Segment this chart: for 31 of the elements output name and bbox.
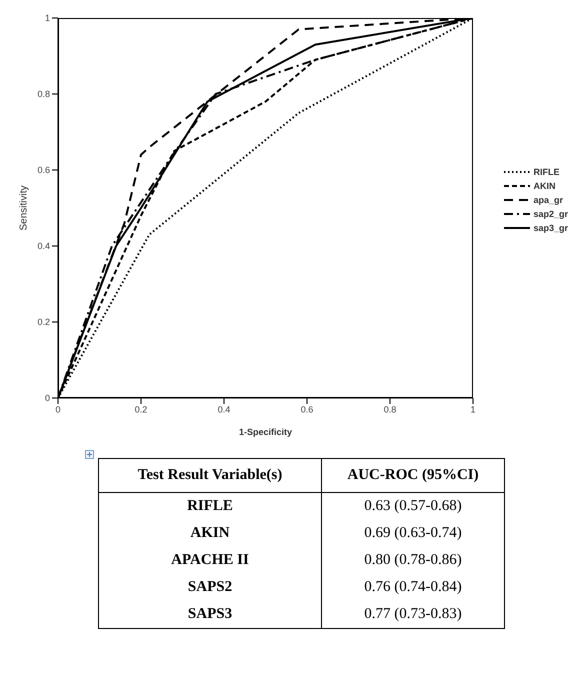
- text: 0.76 (0.74-0.84): [322, 574, 504, 601]
- y-tick-label: 0.4: [37, 241, 50, 252]
- x-tick-label: 0.8: [384, 404, 396, 414]
- text: APACHE II: [98, 547, 322, 574]
- legend-label: sap2_gr: [533, 209, 568, 219]
- text: 0.80 (0.78-0.86): [322, 547, 504, 574]
- text: Test Result Variable(s): [98, 458, 322, 492]
- y-tick-label: 1: [44, 13, 50, 24]
- x-tick-label: 0: [55, 404, 61, 414]
- y-tick-label: 0.2: [37, 317, 50, 328]
- x-tick-label: 0.2: [134, 404, 148, 414]
- text: SAPS2: [98, 574, 322, 601]
- x-axis-title: 1-Specificity: [238, 427, 292, 437]
- y-tick-label: 0.8: [37, 89, 50, 100]
- text: 0.77 (0.73-0.83): [322, 601, 504, 628]
- text: 0.69 (0.63-0.74): [322, 520, 504, 547]
- text: RIFLE: [98, 492, 322, 520]
- text: 0.63 (0.57-0.68): [322, 492, 504, 520]
- legend-label: sap3_gr: [533, 223, 568, 233]
- y-tick-label: 0: [44, 393, 50, 404]
- text: SAPS3: [98, 601, 322, 628]
- legend-label: AKIN: [533, 181, 556, 191]
- text: AKIN: [98, 520, 322, 547]
- y-tick-label: 0.6: [37, 165, 50, 176]
- legend-label: apa_gr: [533, 195, 563, 205]
- x-tick-label: 0.4: [218, 404, 230, 414]
- legend-label: RIFLE: [533, 167, 560, 177]
- text: AUC-ROC (95%CI): [322, 458, 504, 492]
- x-tick-label: 0.6: [300, 404, 314, 414]
- x-tick-label: 1: [470, 404, 476, 414]
- y-axis-title: Sensitivity: [18, 185, 30, 231]
